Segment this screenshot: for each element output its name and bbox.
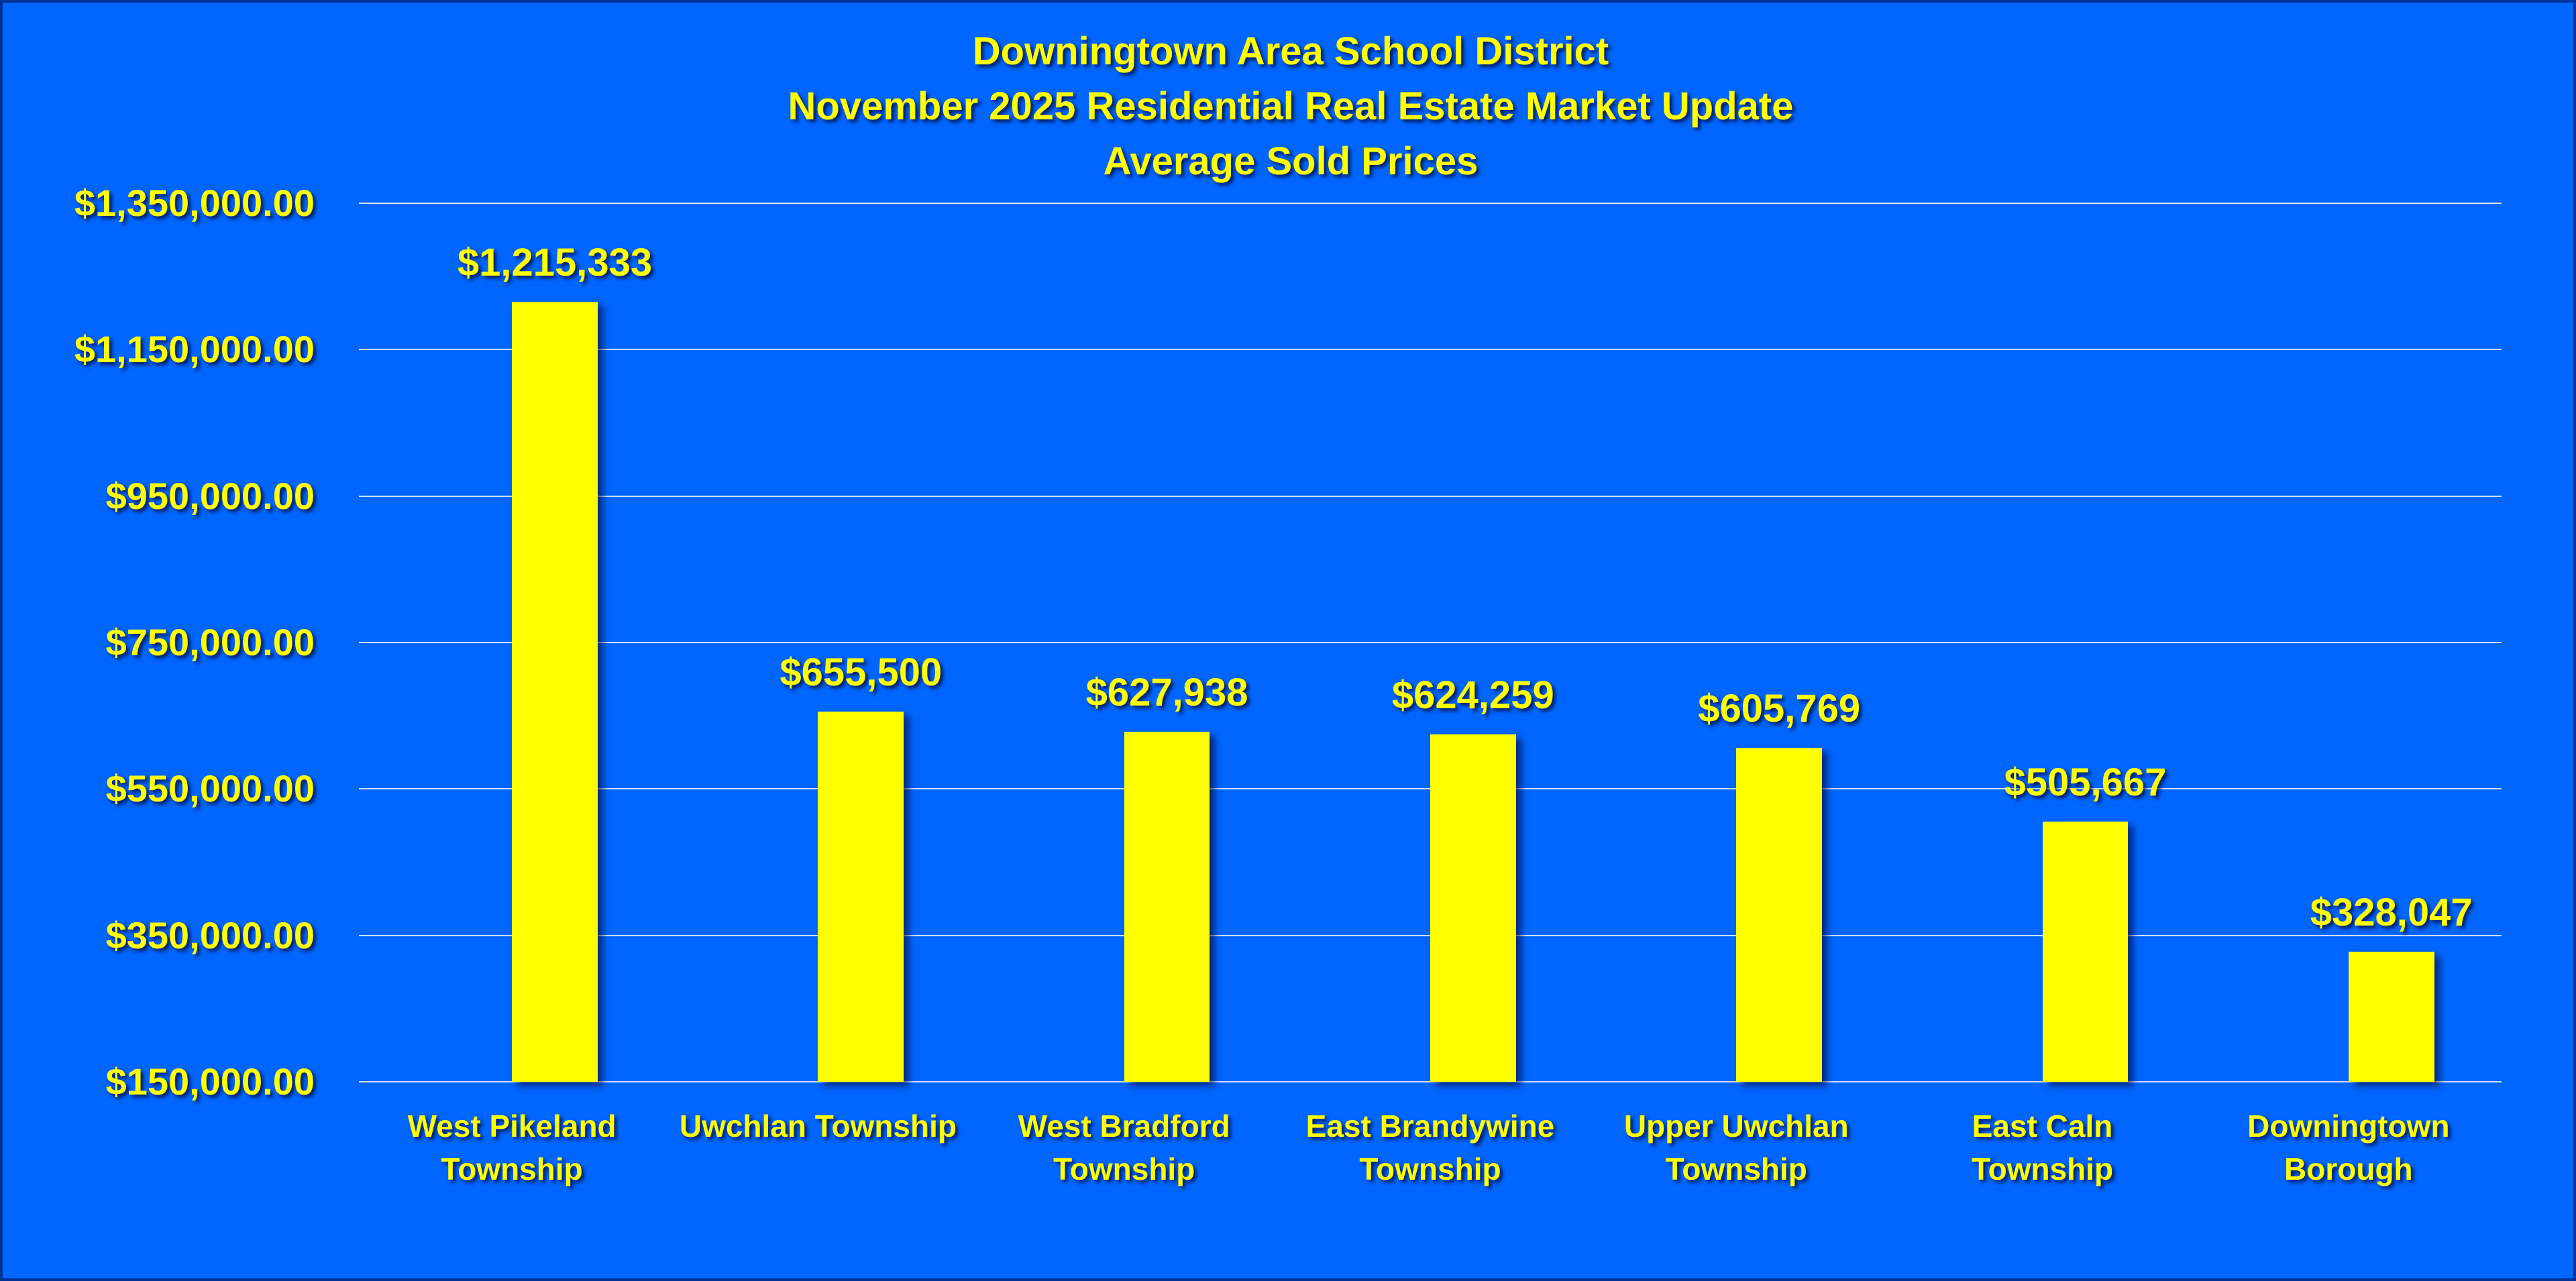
grid-line — [359, 203, 2502, 204]
grid-line — [359, 642, 2502, 643]
bar — [1736, 748, 1823, 1082]
value-label: $655,500 — [780, 651, 943, 695]
x-tick-label: East Caln Township — [1971, 1109, 2114, 1186]
bar — [1430, 734, 1516, 1082]
grid-line — [359, 495, 2502, 497]
x-tick-label: Downingtown Borough — [2247, 1109, 2450, 1186]
chart-title: November 2025 Residential Real Estate Ma… — [788, 85, 1794, 128]
y-tick-label: $750,000.00 — [105, 621, 315, 663]
chart-title: Average Sold Prices — [1103, 140, 1479, 183]
x-tick-label: West Pikeland Township — [407, 1109, 616, 1186]
x-tick-label: Uwchlan Township — [679, 1109, 957, 1144]
value-label: $505,667 — [2004, 760, 2167, 804]
y-tick-label: $1,350,000.00 — [74, 182, 315, 224]
chart-title: Downingtown Area School District — [972, 30, 1609, 73]
value-label: $1,215,333 — [457, 241, 653, 284]
y-tick-label: $150,000.00 — [105, 1060, 315, 1103]
x-tick-label: East Brandywine Township — [1305, 1109, 1555, 1186]
bar — [1124, 732, 1210, 1082]
grid-line — [359, 1081, 2502, 1082]
y-tick-label: $350,000.00 — [105, 913, 315, 956]
value-label: $328,047 — [2310, 890, 2473, 934]
grid-line — [359, 349, 2502, 351]
bar — [2042, 821, 2129, 1082]
bar — [2348, 951, 2434, 1082]
bar — [512, 302, 598, 1082]
x-tick-label: West Bradford Township — [1018, 1109, 1230, 1186]
value-label: $605,769 — [1698, 687, 1861, 731]
y-tick-label: $550,000.00 — [105, 767, 315, 810]
y-tick-label: $1,150,000.00 — [74, 328, 315, 371]
x-tick-label: Upper Uwchlan Township — [1623, 1109, 1849, 1186]
bar — [818, 712, 904, 1082]
y-tick-label: $950,000.00 — [105, 474, 315, 517]
value-label: $624,259 — [1391, 673, 1554, 718]
value-label: $627,938 — [1085, 671, 1248, 715]
